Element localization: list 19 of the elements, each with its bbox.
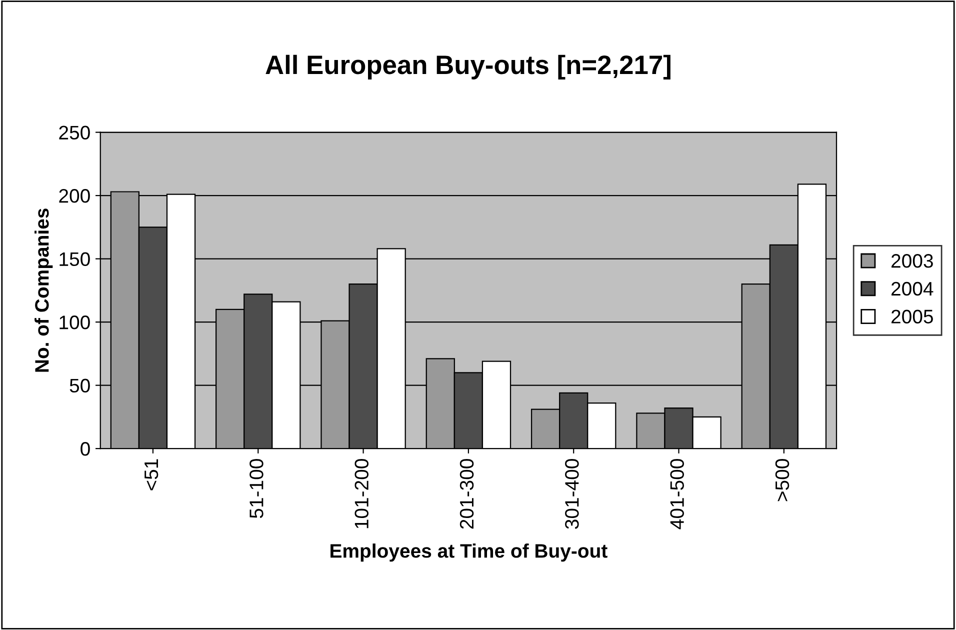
y-axis-title: No. of Companies (34, 208, 53, 372)
x-tick-label: 301-400 (565, 459, 579, 529)
legend-label: 2005 (892, 310, 933, 324)
y-tick-label: 50 (70, 378, 90, 393)
x-tick-label: 401-500 (670, 459, 684, 530)
x-tick-label: >500 (775, 459, 790, 502)
x-tick-label: 51-100 (250, 459, 264, 518)
y-tick-label: 200 (59, 189, 90, 203)
y-tick-label: 150 (60, 252, 90, 266)
legend-label: 2003 (892, 254, 933, 268)
legend-label: 2004 (892, 282, 934, 296)
chart-title: All European Buy-outs [n=2,217] (266, 54, 670, 80)
x-tick-label: 101-200 (354, 459, 368, 528)
y-tick-label: 0 (80, 442, 90, 456)
y-tick-label: 100 (60, 316, 90, 330)
x-tick-label: 201-300 (460, 459, 474, 529)
x-tick-label: <51 (144, 459, 158, 490)
y-tick-label: 250 (59, 126, 90, 140)
x-axis-title: Employees at Time of Buy-out (330, 544, 608, 562)
